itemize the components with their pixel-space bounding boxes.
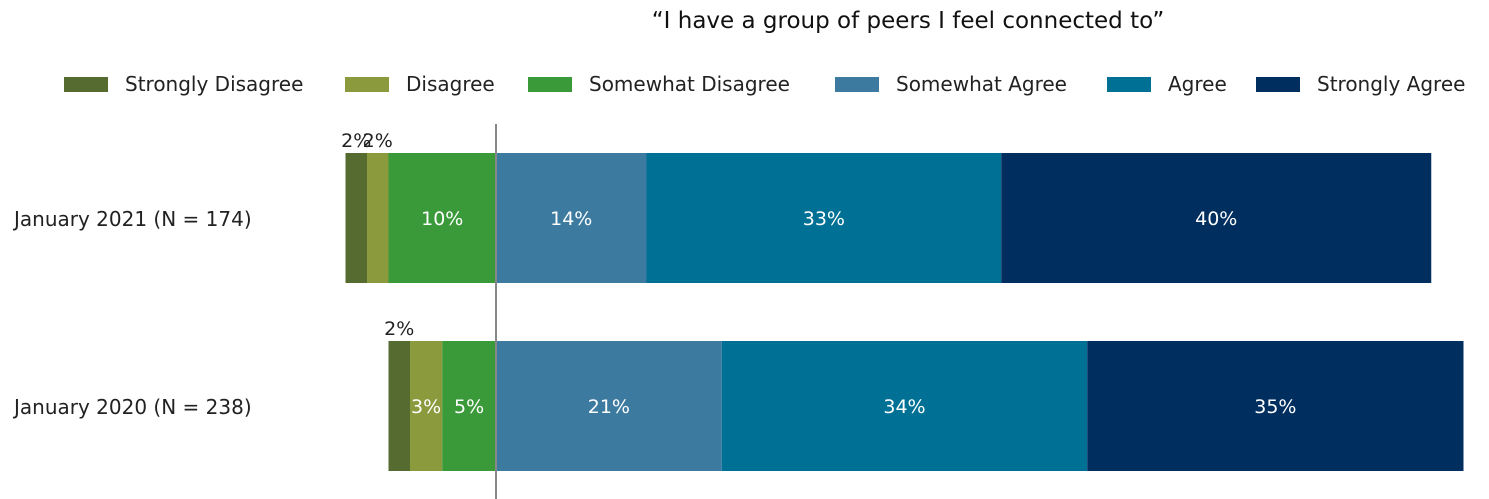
bar-segment-agree: 34%: [721, 341, 1088, 471]
legend-label: Disagree: [406, 72, 495, 96]
bar: [721, 341, 1088, 471]
bar-segment-agree: 33%: [646, 153, 1002, 283]
bar: [388, 341, 410, 471]
bar: [410, 341, 443, 471]
legend-item-strongly-disagree: Strongly Disagree: [64, 72, 303, 96]
bar-segment-somewhat-disagree: 10%: [388, 153, 496, 283]
category-labels: January 2021 (N = 174) January 2020 (N = …: [12, 207, 252, 419]
data-label: 14%: [550, 208, 592, 230]
chart-title: “I have a group of peers I feel connecte…: [652, 8, 1165, 34]
data-label: 2%: [363, 130, 393, 152]
legend-swatch: [345, 77, 389, 92]
bar: [1087, 341, 1464, 471]
data-label: 3%: [411, 396, 441, 418]
data-label: 35%: [1254, 396, 1296, 418]
bar: [646, 153, 1002, 283]
bar-segment-strongly-disagree: 2%: [384, 318, 414, 471]
bar: [496, 153, 647, 283]
bar-segment-somewhat-disagree: 5%: [442, 341, 496, 471]
data-label: 21%: [588, 396, 630, 418]
bar: [388, 153, 496, 283]
bar: [1001, 153, 1432, 283]
legend-label: Somewhat Agree: [896, 72, 1067, 96]
bar: [442, 341, 496, 471]
bar: [345, 153, 367, 283]
bar-segment-somewhat-agree: 21%: [496, 341, 722, 471]
legend-label: Strongly Agree: [1317, 72, 1465, 96]
category-label: January 2021 (N = 174): [12, 207, 252, 231]
bar: [496, 341, 722, 471]
legend-swatch: [835, 77, 879, 92]
bar-segment-strongly-agree: 35%: [1087, 341, 1464, 471]
data-label: 2%: [384, 318, 414, 340]
data-label: 33%: [803, 208, 845, 230]
data-label: 10%: [421, 208, 463, 230]
bar-segment-strongly-agree: 40%: [1001, 153, 1432, 283]
data-label: 5%: [454, 396, 484, 418]
bar-segment-disagree: 3%: [410, 341, 443, 471]
legend-swatch: [1107, 77, 1151, 92]
legend-item-somewhat-agree: Somewhat Agree: [835, 72, 1067, 96]
bar-segment-disagree: 2%: [363, 130, 393, 283]
legend-label: Somewhat Disagree: [589, 72, 790, 96]
data-label: 40%: [1195, 208, 1237, 230]
legend-swatch: [528, 77, 572, 92]
legend-item-somewhat-disagree: Somewhat Disagree: [528, 72, 790, 96]
legend: Strongly Disagree Disagree Somewhat Disagr…: [64, 72, 1465, 96]
legend-swatch: [64, 77, 108, 92]
data-label: 2%: [341, 130, 371, 152]
bar-segment-strongly-disagree: 2%: [341, 130, 371, 283]
bar: [367, 153, 389, 283]
legend-item-strongly-agree: Strongly Agree: [1256, 72, 1465, 96]
legend-label: Agree: [1168, 72, 1227, 96]
bars: 2%2%10% 14% 33% 40%2%3% 5% 21% 34% 35%: [341, 130, 1464, 471]
legend-label: Strongly Disagree: [125, 72, 303, 96]
category-label: January 2020 (N = 238): [12, 395, 252, 419]
bar-segment-somewhat-agree: 14%: [496, 153, 647, 283]
legend-item-agree: Agree: [1107, 72, 1227, 96]
legend-swatch: [1256, 77, 1300, 92]
data-label: 34%: [883, 396, 925, 418]
legend-item-disagree: Disagree: [345, 72, 495, 96]
